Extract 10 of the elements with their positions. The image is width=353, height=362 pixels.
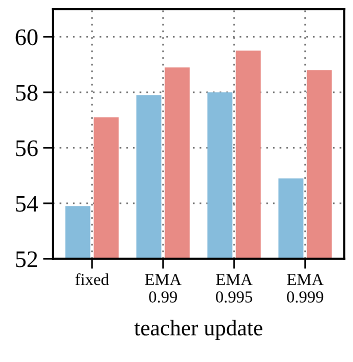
x-tick-label: EMA 0.999 [286,274,324,303]
y-tick-label: 54 [16,196,38,212]
x-tick-label: EMA 0.995 [216,274,252,303]
y-tick-label: 56 [16,140,38,156]
x-tick-label: fixed [75,273,109,286]
x-tick-label: EMA 0.99 [145,274,182,303]
x-axis-title: teacher update [134,320,262,340]
y-tick-label: 58 [16,84,38,101]
y-tick-label: 52 [16,251,38,268]
y-tick-label: 60 [16,29,38,46]
